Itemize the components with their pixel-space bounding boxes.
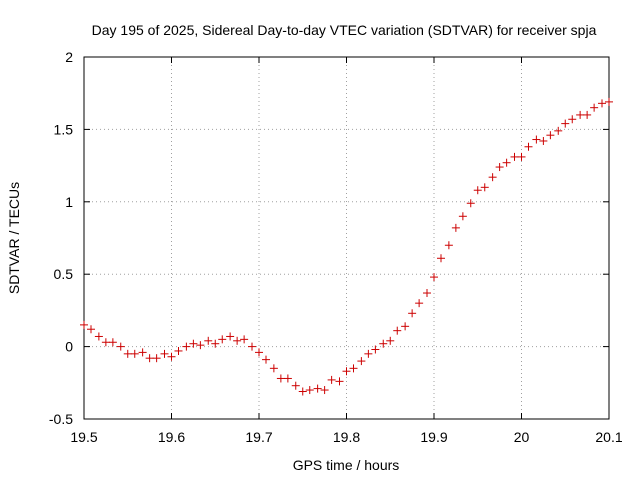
data-point — [145, 354, 154, 363]
data-point — [174, 346, 183, 355]
data-point — [386, 336, 395, 345]
data-point — [466, 199, 475, 208]
data-point — [576, 110, 585, 119]
data-point — [255, 348, 263, 357]
data-point — [568, 115, 577, 124]
x-tick-label: 19.5 — [70, 429, 97, 445]
x-axis-title: GPS time / hours — [293, 457, 400, 473]
x-tick-label: 19.7 — [245, 429, 272, 445]
data-point — [108, 338, 117, 347]
data-point — [583, 110, 592, 119]
data-point — [218, 335, 227, 344]
data-point — [510, 152, 519, 161]
x-tick-label: 19.8 — [333, 429, 360, 445]
x-tick-label: 20.1 — [595, 429, 622, 445]
data-point — [283, 374, 292, 383]
data-point — [598, 99, 606, 108]
data-point — [204, 336, 213, 345]
data-point — [415, 299, 424, 308]
data-point — [408, 309, 417, 318]
x-tick-label: 19.6 — [158, 429, 185, 445]
y-tick-label: 0.5 — [54, 266, 74, 282]
data-point — [423, 289, 431, 298]
data-point — [554, 126, 563, 135]
y-tick-label: 1 — [65, 194, 73, 210]
data-point — [262, 355, 270, 364]
y-tick-label: 0 — [65, 339, 73, 355]
x-tick-label: 19.9 — [420, 429, 447, 445]
data-point — [226, 332, 235, 341]
data-point — [590, 103, 599, 112]
data-point — [379, 339, 388, 348]
data-point — [532, 135, 541, 144]
data-point — [451, 223, 460, 232]
data-point — [87, 325, 95, 334]
data-point — [233, 336, 242, 345]
data-point — [123, 349, 132, 358]
data-point — [539, 136, 548, 145]
y-tick-label: 1.5 — [54, 121, 74, 137]
data-point — [349, 364, 358, 373]
data-point — [495, 163, 504, 172]
y-axis-title: SDTVAR / TECUs — [6, 182, 22, 294]
data-point — [240, 335, 249, 344]
data-point — [364, 349, 373, 358]
chart-title: Day 195 of 2025, Sidereal Day-to-day VTE… — [92, 22, 597, 38]
data-point — [371, 345, 380, 354]
grid — [84, 57, 609, 419]
y-tick-label: -0.5 — [49, 411, 73, 427]
data-point — [291, 381, 300, 390]
data-point — [248, 342, 256, 351]
data-point — [152, 354, 161, 363]
axis-ticks: 19.5 19.6 19.7 19.8 19.9 20 20.1 -0.5 0 0.5 1 1.5 2 — [49, 49, 623, 445]
data-point — [196, 341, 205, 350]
data-point — [94, 332, 103, 341]
data-point — [80, 320, 88, 329]
data-point — [444, 241, 453, 250]
data-point — [342, 367, 351, 376]
data-point — [430, 273, 438, 282]
data-point — [116, 342, 125, 351]
data-point — [269, 364, 278, 373]
data-point — [458, 212, 467, 221]
data-point — [167, 352, 176, 361]
x-tick-label: 20 — [514, 429, 530, 445]
data-point — [357, 357, 366, 366]
data-point — [101, 338, 110, 347]
data-point — [524, 142, 533, 151]
y-tick-label: 2 — [65, 49, 73, 65]
data-point — [335, 377, 344, 386]
data-point — [320, 386, 329, 395]
data-point — [401, 322, 410, 331]
data-point — [298, 387, 307, 396]
data-point — [488, 173, 497, 182]
data-point — [276, 374, 285, 383]
data-point — [517, 152, 526, 161]
data-point — [480, 183, 489, 192]
data-point — [605, 97, 613, 106]
data-point — [182, 342, 191, 351]
data-point — [546, 131, 555, 140]
data-point — [327, 375, 336, 384]
data-point — [473, 186, 482, 195]
data-point — [305, 386, 314, 395]
data-points — [80, 97, 613, 396]
data-point — [211, 339, 220, 348]
data-point — [160, 349, 169, 358]
data-point — [130, 349, 139, 358]
data-point — [189, 339, 198, 348]
data-point — [561, 119, 570, 128]
data-point — [437, 254, 445, 263]
data-point — [502, 158, 511, 167]
data-point — [138, 348, 147, 357]
data-point — [313, 384, 322, 393]
data-point — [393, 326, 402, 335]
